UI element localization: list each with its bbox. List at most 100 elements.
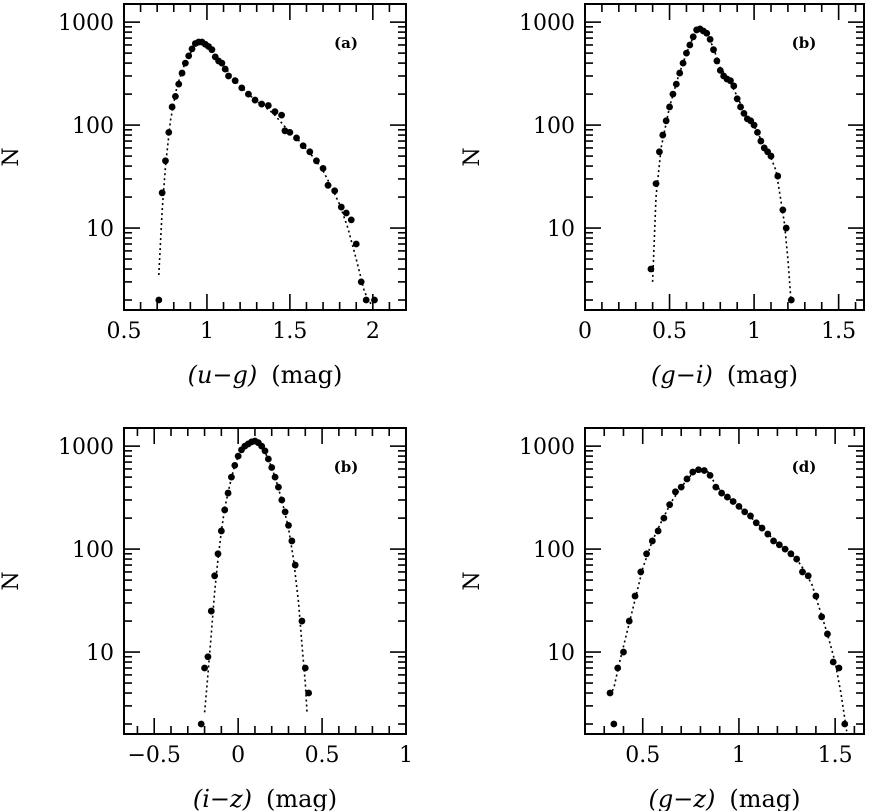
y-axis-label: N [460, 147, 485, 166]
data-point [211, 572, 219, 580]
data-point [281, 508, 289, 516]
data-point [224, 489, 232, 497]
x-tick-label: 1 [732, 743, 746, 768]
data-point [306, 148, 314, 156]
y-tick-label: 10 [547, 641, 575, 666]
y-tick-label: 1000 [519, 435, 575, 460]
data-point [285, 521, 292, 529]
x-tick-label: 2 [366, 319, 380, 344]
chart-panel-4: 0.5 1 1.5 10 100 1000 N (g−z) (mag) (d) [460, 427, 865, 811]
data-point [758, 524, 766, 532]
x-axis-unit: (mag) [727, 361, 798, 389]
data-point [278, 111, 285, 119]
data-point [666, 501, 674, 509]
y-tick-label: 100 [72, 114, 114, 139]
data-point [231, 77, 239, 85]
data-point [727, 77, 734, 85]
x-tick-label: 0.5 [652, 319, 687, 344]
data-point [172, 92, 179, 100]
data-point [324, 181, 332, 189]
panel-tag: (a) [334, 34, 358, 52]
data-point [812, 592, 820, 600]
data-point [652, 180, 660, 188]
x-axis-variable: (i−z) [193, 785, 252, 811]
data-point [271, 473, 279, 481]
data-point [716, 66, 724, 74]
y-tick-label: 100 [72, 538, 114, 563]
data-point [298, 617, 306, 625]
data-point [733, 95, 741, 103]
data-point [662, 117, 670, 125]
data-point [204, 653, 212, 661]
data-point [740, 109, 748, 117]
data-point [774, 172, 782, 180]
x-axis-variable: (u−g) [188, 361, 258, 389]
y-tick-label: 1000 [58, 11, 114, 36]
data-point [683, 475, 691, 483]
data-point [767, 152, 775, 160]
data-point [214, 550, 222, 558]
data-point [686, 41, 694, 49]
data-point [264, 455, 272, 463]
plot-frame [123, 3, 407, 311]
data-point [647, 265, 655, 273]
data-point [362, 296, 370, 304]
fit-curve [609, 468, 848, 732]
y-tick-label: 1000 [519, 11, 575, 36]
x-tick-label: 0.5 [107, 319, 142, 344]
data-point [656, 148, 663, 156]
x-tick-label: 0.5 [305, 743, 340, 768]
data-point [793, 555, 801, 563]
data-point [347, 216, 355, 224]
data-point [829, 658, 837, 666]
data-point [787, 550, 795, 558]
data-point [342, 209, 350, 217]
data-point [747, 512, 754, 520]
data-point [614, 664, 622, 672]
panel-tag: (b) [334, 458, 359, 476]
x-tick-label: 1 [200, 319, 214, 344]
data-point [799, 568, 806, 576]
data-point [357, 278, 365, 286]
data-point [835, 664, 843, 672]
data-point [293, 134, 300, 142]
data-point [779, 206, 787, 214]
data-point [258, 100, 266, 108]
data-point [610, 720, 618, 728]
y-tick-label: 10 [547, 217, 575, 242]
data-point [631, 592, 639, 600]
x-axis-label: (i−z) (mag) [193, 785, 337, 811]
data-point [654, 527, 662, 535]
x-tick-label: 1 [747, 319, 761, 344]
data-point [286, 128, 294, 136]
data-point [268, 464, 276, 471]
data-point [659, 131, 667, 139]
data-point [305, 689, 313, 697]
x-tick-label: 1.5 [818, 743, 853, 768]
data-point [713, 57, 721, 65]
data-point [706, 35, 714, 43]
data-point [158, 189, 166, 197]
data-point [679, 59, 687, 67]
x-tick-label: 1.5 [272, 319, 307, 344]
data-point [238, 84, 246, 92]
data-point [301, 664, 309, 672]
data-point [672, 80, 680, 88]
data-point [155, 296, 163, 304]
data-point [648, 537, 656, 545]
x-tick-label: 1.5 [821, 319, 856, 344]
data-point [251, 96, 259, 104]
data-point [723, 493, 731, 501]
data-point [703, 29, 711, 37]
x-axis-unit: (mag) [729, 785, 800, 811]
data-point [737, 103, 744, 111]
plot-frame [584, 427, 865, 735]
data-point [764, 530, 772, 538]
data-point [217, 527, 225, 535]
data-point [775, 541, 783, 549]
data-point [201, 664, 208, 672]
data-point [218, 59, 226, 67]
data-point [188, 45, 196, 53]
plot-frame [123, 427, 407, 735]
data-point [261, 447, 269, 455]
